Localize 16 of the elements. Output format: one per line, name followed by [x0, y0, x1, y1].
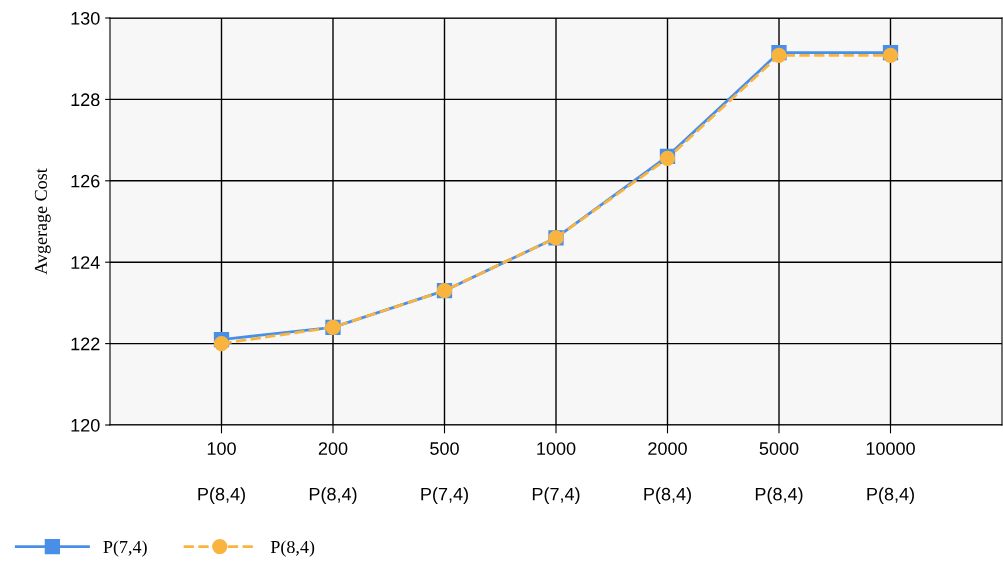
y-tick-label: 130: [71, 11, 100, 25]
y-tick-label: 120: [71, 418, 100, 432]
category-label: 2000 P(8,4): [644, 442, 691, 505]
y-tick-label: 122: [71, 337, 100, 351]
category-label: 5000 P(8,4): [755, 442, 803, 505]
y-tick-label: 124: [71, 256, 100, 269]
y-tick-label: 128: [71, 93, 100, 107]
y-tick-label: 126: [71, 174, 100, 188]
category-label: 1000 P(7,4): [532, 442, 580, 505]
y-axis-title: Avgerage Cost: [34, 168, 51, 275]
category-label: 100 P(8,4): [198, 442, 245, 505]
category-label: 10000 P(8,4): [866, 442, 915, 505]
category-label: 200 P(8,4): [309, 442, 357, 505]
legend-label: P(8,4): [270, 540, 315, 557]
legend-label: P(7,4): [103, 540, 147, 557]
category-label: 500 P(7,4): [421, 442, 468, 505]
